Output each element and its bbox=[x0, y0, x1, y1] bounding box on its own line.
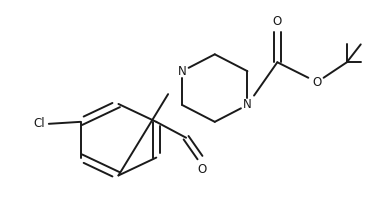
Text: N: N bbox=[178, 65, 187, 78]
Text: O: O bbox=[312, 76, 322, 89]
Text: O: O bbox=[273, 15, 282, 29]
Text: O: O bbox=[197, 163, 207, 176]
Text: Cl: Cl bbox=[33, 117, 45, 130]
Text: N: N bbox=[243, 98, 252, 111]
